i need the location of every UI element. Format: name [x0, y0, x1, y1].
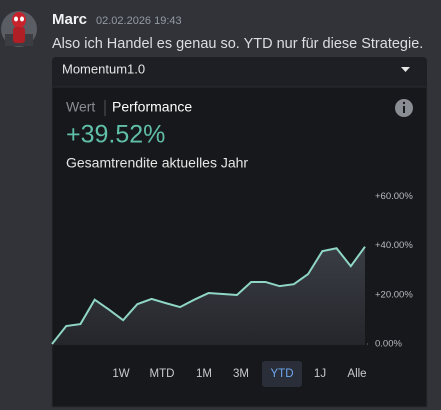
info-icon[interactable] [395, 99, 413, 117]
dropdown-label[interactable]: Momentum1.0 [62, 61, 145, 76]
range-button[interactable]: 1W [112, 368, 129, 380]
avatar[interactable] [1, 11, 37, 47]
y-tick-label: +60.00% [375, 191, 413, 202]
line [51, 246, 366, 345]
caption: Gesamtrendite aktuelles Jahr [66, 155, 248, 171]
y-tick-label: +20.00% [375, 289, 413, 300]
chart: +60.00% +40.00% +20.00% 0.00% [51, 191, 413, 350]
dropdown-caret[interactable] [401, 67, 410, 72]
timestamp: 02.02.2026 19:43 [96, 15, 182, 27]
message-text: Also ich Handel es genau so. YTD nur für… [52, 36, 423, 52]
y-tick-label: +40.00% [375, 240, 413, 251]
author[interactable]: Marc [52, 11, 87, 28]
range-button[interactable]: 1J [314, 368, 326, 380]
range-button[interactable]: 3M [233, 368, 249, 380]
range-selector: 1W MTD 1M 3M YTD 1J Alle [112, 361, 367, 387]
range-selected-bg [262, 361, 302, 387]
area [52, 246, 365, 345]
y-tick-label: 0.00% [375, 339, 402, 350]
range-button[interactable]: 1M [196, 368, 212, 380]
tab[interactable]: Wert [66, 99, 95, 115]
range-button[interactable]: MTD [150, 368, 175, 380]
range-button[interactable]: Alle [347, 368, 366, 380]
tab-active[interactable]: Performance [112, 99, 192, 115]
headline-value: +39.52% [66, 121, 165, 149]
range-button[interactable]: YTD [271, 368, 294, 380]
